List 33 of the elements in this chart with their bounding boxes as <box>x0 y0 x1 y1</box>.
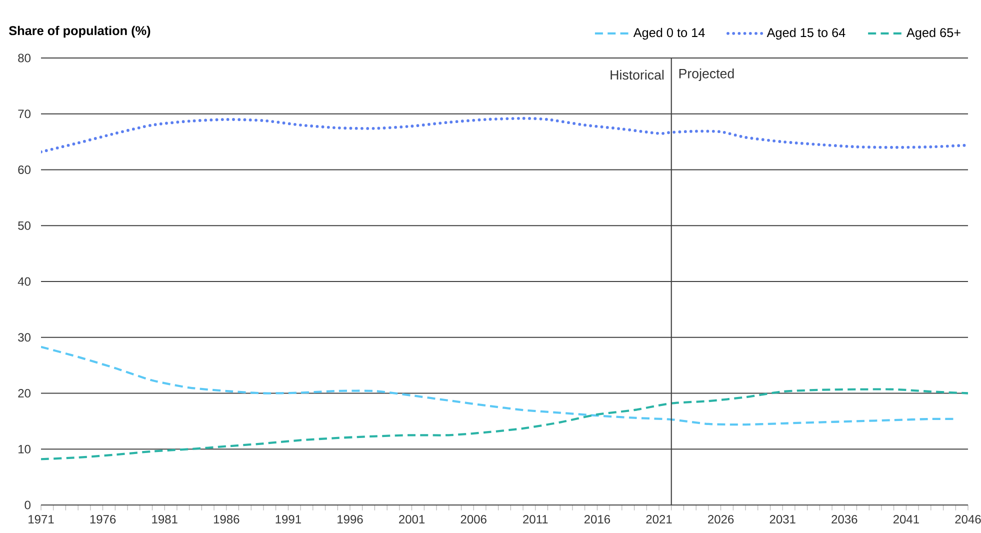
x-tick-label: 1996 <box>338 515 363 524</box>
x-tick-label: 2026 <box>708 515 734 524</box>
line-series <box>41 388 968 460</box>
y-tick-label: 50 <box>18 221 30 230</box>
y-tick-label: 0 <box>24 500 30 510</box>
x-tick-label: 1976 <box>90 515 116 524</box>
x-tick-label: 2036 <box>832 515 858 524</box>
annotation: Projected <box>679 68 734 81</box>
x-tick-label: 1971 <box>28 515 54 524</box>
x-tick-label: 2046 <box>955 515 981 524</box>
x-tick-label: 2001 <box>399 515 425 524</box>
y-tick-label: 80 <box>18 54 30 62</box>
y-tick-label: 30 <box>18 333 30 342</box>
x-tick-label: 2006 <box>460 515 486 524</box>
legend-label: Aged 15 to 64 <box>766 28 846 40</box>
x-tick-label: 2021 <box>646 515 672 524</box>
y-tick-label: 60 <box>18 166 30 174</box>
annotation: Historical <box>610 70 664 80</box>
legend-label: Aged 65+ <box>906 28 960 40</box>
y-axis-title: Share of population (%) <box>8 26 150 38</box>
y-tick-label: 40 <box>18 277 30 286</box>
line-series <box>41 116 968 154</box>
x-tick-label: 2031 <box>770 515 796 524</box>
y-tick-label: 70 <box>18 110 30 118</box>
y-tick-label: 20 <box>18 388 30 398</box>
x-tick-label: 2011 <box>523 515 548 524</box>
x-tick-label: 1986 <box>214 515 240 524</box>
x-tick-label: 2016 <box>584 515 610 524</box>
x-tick-label: 2041 <box>893 515 919 524</box>
y-tick-label: 10 <box>18 444 30 454</box>
x-tick-label: 1981 <box>152 515 178 524</box>
x-tick-label: 1991 <box>276 515 301 524</box>
legend-label: Aged 0 to 14 <box>633 28 705 40</box>
